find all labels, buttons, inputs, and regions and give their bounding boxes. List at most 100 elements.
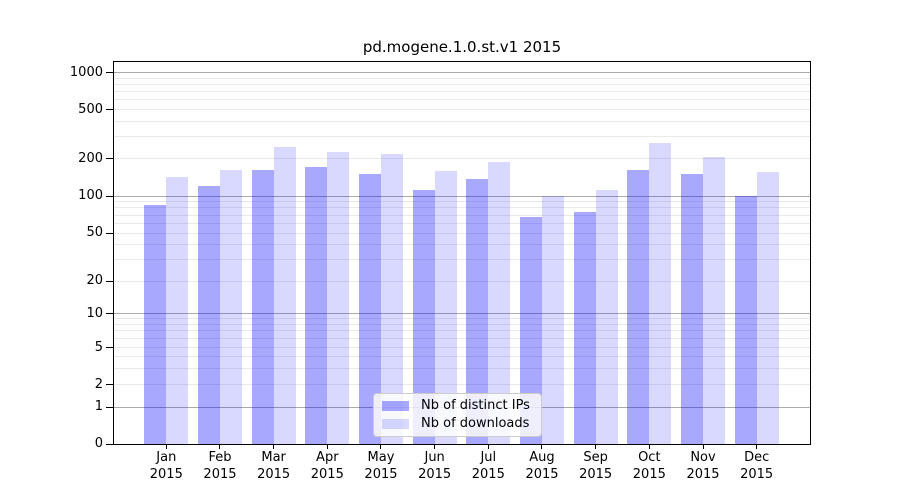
bar-may-downloads — [380, 154, 403, 444]
x-tick-mark-feb — [219, 444, 221, 449]
x-tick-mark-jun — [434, 444, 436, 449]
x-tick-mark-sep — [595, 444, 597, 449]
x-tick-mark-nov — [702, 444, 704, 449]
x-tick-month: Oct — [638, 450, 661, 465]
y-tick-mark-0 — [106, 443, 113, 445]
bars-layer — [114, 62, 810, 444]
bar-oct-ips — [627, 169, 650, 444]
y-tick-label-50: 50 — [86, 225, 103, 240]
x-tick-year: 2015 — [471, 467, 505, 482]
x-tick-mark-jan — [165, 444, 167, 449]
x-tick-month: Jul — [480, 450, 497, 465]
x-tick-month: Feb — [208, 450, 232, 465]
bar-feb-downloads — [219, 170, 242, 444]
minor-gridline-20 — [114, 280, 810, 282]
x-tick-month: Sep — [583, 450, 608, 465]
bar-jul-downloads — [488, 162, 511, 444]
y-tick-mark-1000 — [106, 72, 113, 73]
chart-title: pd.mogene.1.0.st.v1 2015 — [362, 38, 562, 56]
x-tick-month: Jan — [156, 450, 177, 465]
x-tick-month: Apr — [316, 450, 339, 465]
x-tick-year: 2015 — [686, 467, 720, 482]
bar-oct-downloads — [649, 142, 672, 444]
minor-gridline-9 — [114, 318, 810, 320]
y-tick-label-1: 1 — [94, 399, 103, 414]
x-tick-mark-apr — [326, 444, 328, 449]
minor-gridline-8 — [114, 323, 810, 325]
x-tick-year: 2015 — [525, 467, 559, 482]
minor-gridline-70 — [114, 214, 810, 216]
minor-gridline-60 — [114, 222, 810, 224]
bar-sep-ips — [573, 212, 596, 444]
gridlines-layer — [114, 62, 810, 444]
y-tick-label-500: 500 — [78, 101, 103, 117]
minor-gridline-50 — [114, 232, 810, 234]
minor-gridline-4 — [114, 356, 810, 357]
y-tick-mark-100 — [106, 195, 113, 197]
bar-aug-ips — [519, 216, 542, 444]
bar-dec-downloads — [756, 172, 779, 444]
major-gridline-10 — [114, 313, 810, 314]
y-tick-mark-10 — [106, 313, 113, 314]
bar-jun-ips — [412, 190, 435, 444]
x-tick-month: Aug — [529, 450, 555, 465]
minor-gridline-400 — [114, 120, 810, 122]
x-tick-year: 2015 — [310, 467, 344, 482]
x-tick-mark-jul — [487, 444, 489, 449]
y-tick-label-10: 10 — [86, 305, 103, 321]
y-tick-label-0: 0 — [94, 436, 103, 451]
minor-gridline-30 — [114, 259, 810, 261]
legend-entry-distinct-ips: Nb of distinct IPs — [382, 397, 533, 415]
x-tick-label-apr: Apr 2015 — [295, 449, 359, 483]
x-tick-label-oct: Oct 2015 — [617, 449, 681, 483]
x-tick-year: 2015 — [632, 467, 666, 482]
x-tick-mark-may — [380, 444, 382, 449]
bar-may-ips — [358, 173, 381, 444]
y-tick-label-100: 100 — [78, 188, 103, 203]
minor-gridline-900 — [114, 77, 810, 79]
x-tick-mark-dec — [756, 444, 758, 449]
y-tick-mark-500 — [106, 109, 113, 110]
legend-label-distinct-ips: Nb of distinct IPs — [421, 398, 530, 413]
bar-jan-downloads — [166, 177, 189, 444]
bar-sep-downloads — [595, 189, 618, 444]
minor-gridline-3 — [114, 367, 810, 369]
legend: Nb of distinct IPs Nb of downloads — [373, 393, 542, 437]
y-tick-label-2: 2 — [94, 376, 103, 392]
bar-apr-ips — [305, 166, 328, 444]
y-tick-label-20: 20 — [86, 273, 103, 288]
x-tick-month: Mar — [261, 450, 286, 465]
x-tick-year: 2015 — [203, 467, 237, 482]
x-tick-month: Dec — [744, 450, 770, 465]
minor-gridline-7 — [114, 330, 810, 332]
minor-gridline-5 — [114, 347, 810, 348]
x-tick-mark-aug — [541, 444, 543, 449]
bar-jan-ips — [144, 205, 167, 444]
minor-gridline-2 — [114, 384, 810, 385]
bar-mar-ips — [251, 169, 274, 444]
minor-gridline-6 — [114, 338, 810, 340]
bar-apr-downloads — [327, 152, 350, 444]
bar-nov-ips — [681, 173, 703, 444]
y-tick-label-1000: 1000 — [69, 64, 103, 80]
major-gridline-1000 — [114, 72, 810, 73]
bar-mar-downloads — [273, 146, 296, 444]
x-tick-year: 2015 — [740, 467, 774, 482]
x-tick-year: 2015 — [257, 467, 291, 482]
x-tick-label-mar: Mar 2015 — [242, 449, 306, 483]
y-tick-label-200: 200 — [78, 150, 103, 166]
x-tick-label-may: May 2015 — [349, 449, 413, 483]
x-tick-label-jun: Jun 2015 — [403, 449, 467, 483]
y-tick-mark-5 — [106, 347, 113, 348]
x-tick-year: 2015 — [418, 467, 452, 482]
minor-gridline-90 — [114, 201, 810, 203]
x-tick-month: Jun — [424, 450, 445, 465]
minor-gridline-40 — [114, 244, 810, 246]
minor-gridline-300 — [114, 136, 810, 138]
bar-feb-ips — [197, 186, 220, 444]
x-tick-label-nov: Nov 2015 — [671, 449, 735, 483]
x-tick-year: 2015 — [149, 467, 183, 482]
major-gridline-100 — [114, 195, 810, 197]
y-tick-mark-1 — [106, 406, 113, 408]
